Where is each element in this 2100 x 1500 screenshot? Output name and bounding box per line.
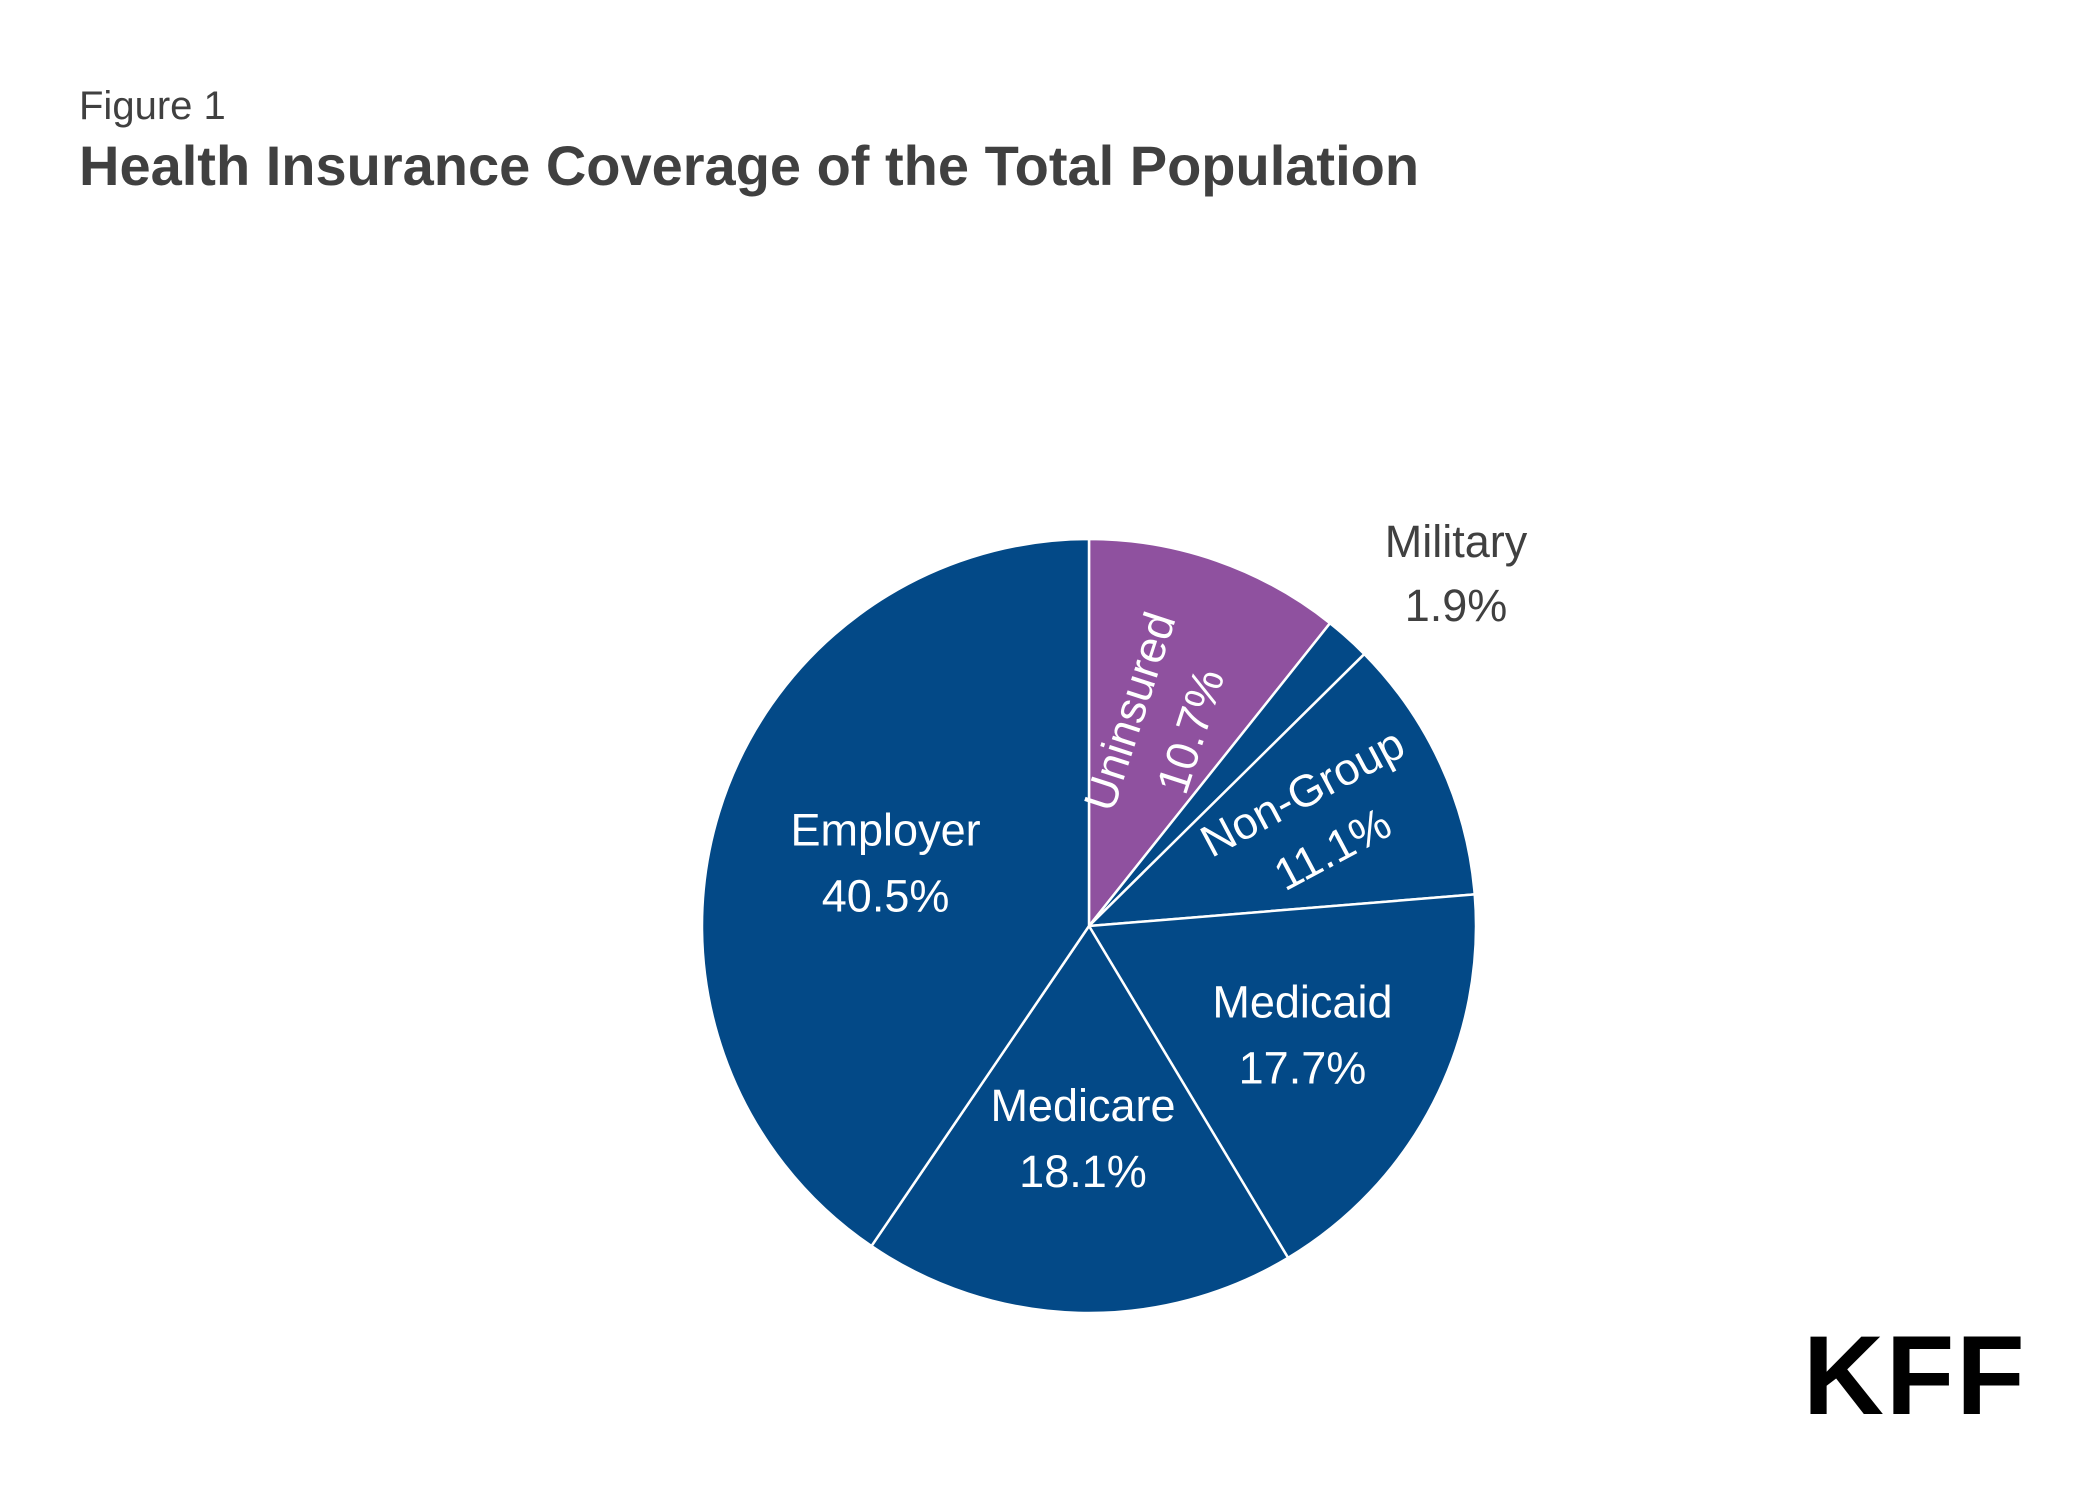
- slice-value-label: 17.7%: [1239, 1043, 1367, 1094]
- pie-slices: [700, 537, 1478, 1315]
- pie-slice-medicare: [870, 924, 1290, 1315]
- slice-value-label: 40.5%: [822, 870, 950, 921]
- slice-category-label: Medicaid: [1212, 977, 1392, 1028]
- pie-label-employer: Employer 40.5%: [791, 804, 981, 921]
- pie-slice-non-group: [1087, 652, 1476, 928]
- slice-category-label: Military: [1385, 516, 1528, 567]
- kff-logo: KFF: [1803, 1313, 2027, 1438]
- pie-slice-medicaid: [1087, 893, 1478, 1260]
- pie-slice-uninsured: [1087, 537, 1332, 928]
- pie-label-medicare: Medicare 18.1%: [990, 1080, 1175, 1197]
- pie-label-military: Military 1.9%: [1385, 516, 1528, 631]
- slice-category-label: Medicare: [990, 1080, 1175, 1131]
- slice-value-label: 1.9%: [1405, 580, 1508, 631]
- slice-value-label: 18.1%: [1019, 1146, 1147, 1197]
- slice-category-label: Employer: [791, 804, 981, 855]
- figure-label: Figure 1: [79, 84, 226, 128]
- chart-title: Health Insurance Coverage of the Total P…: [79, 134, 1420, 197]
- pie-slice-employer: [700, 537, 1091, 1248]
- pie-label-medicaid: Medicaid 17.7%: [1212, 977, 1392, 1094]
